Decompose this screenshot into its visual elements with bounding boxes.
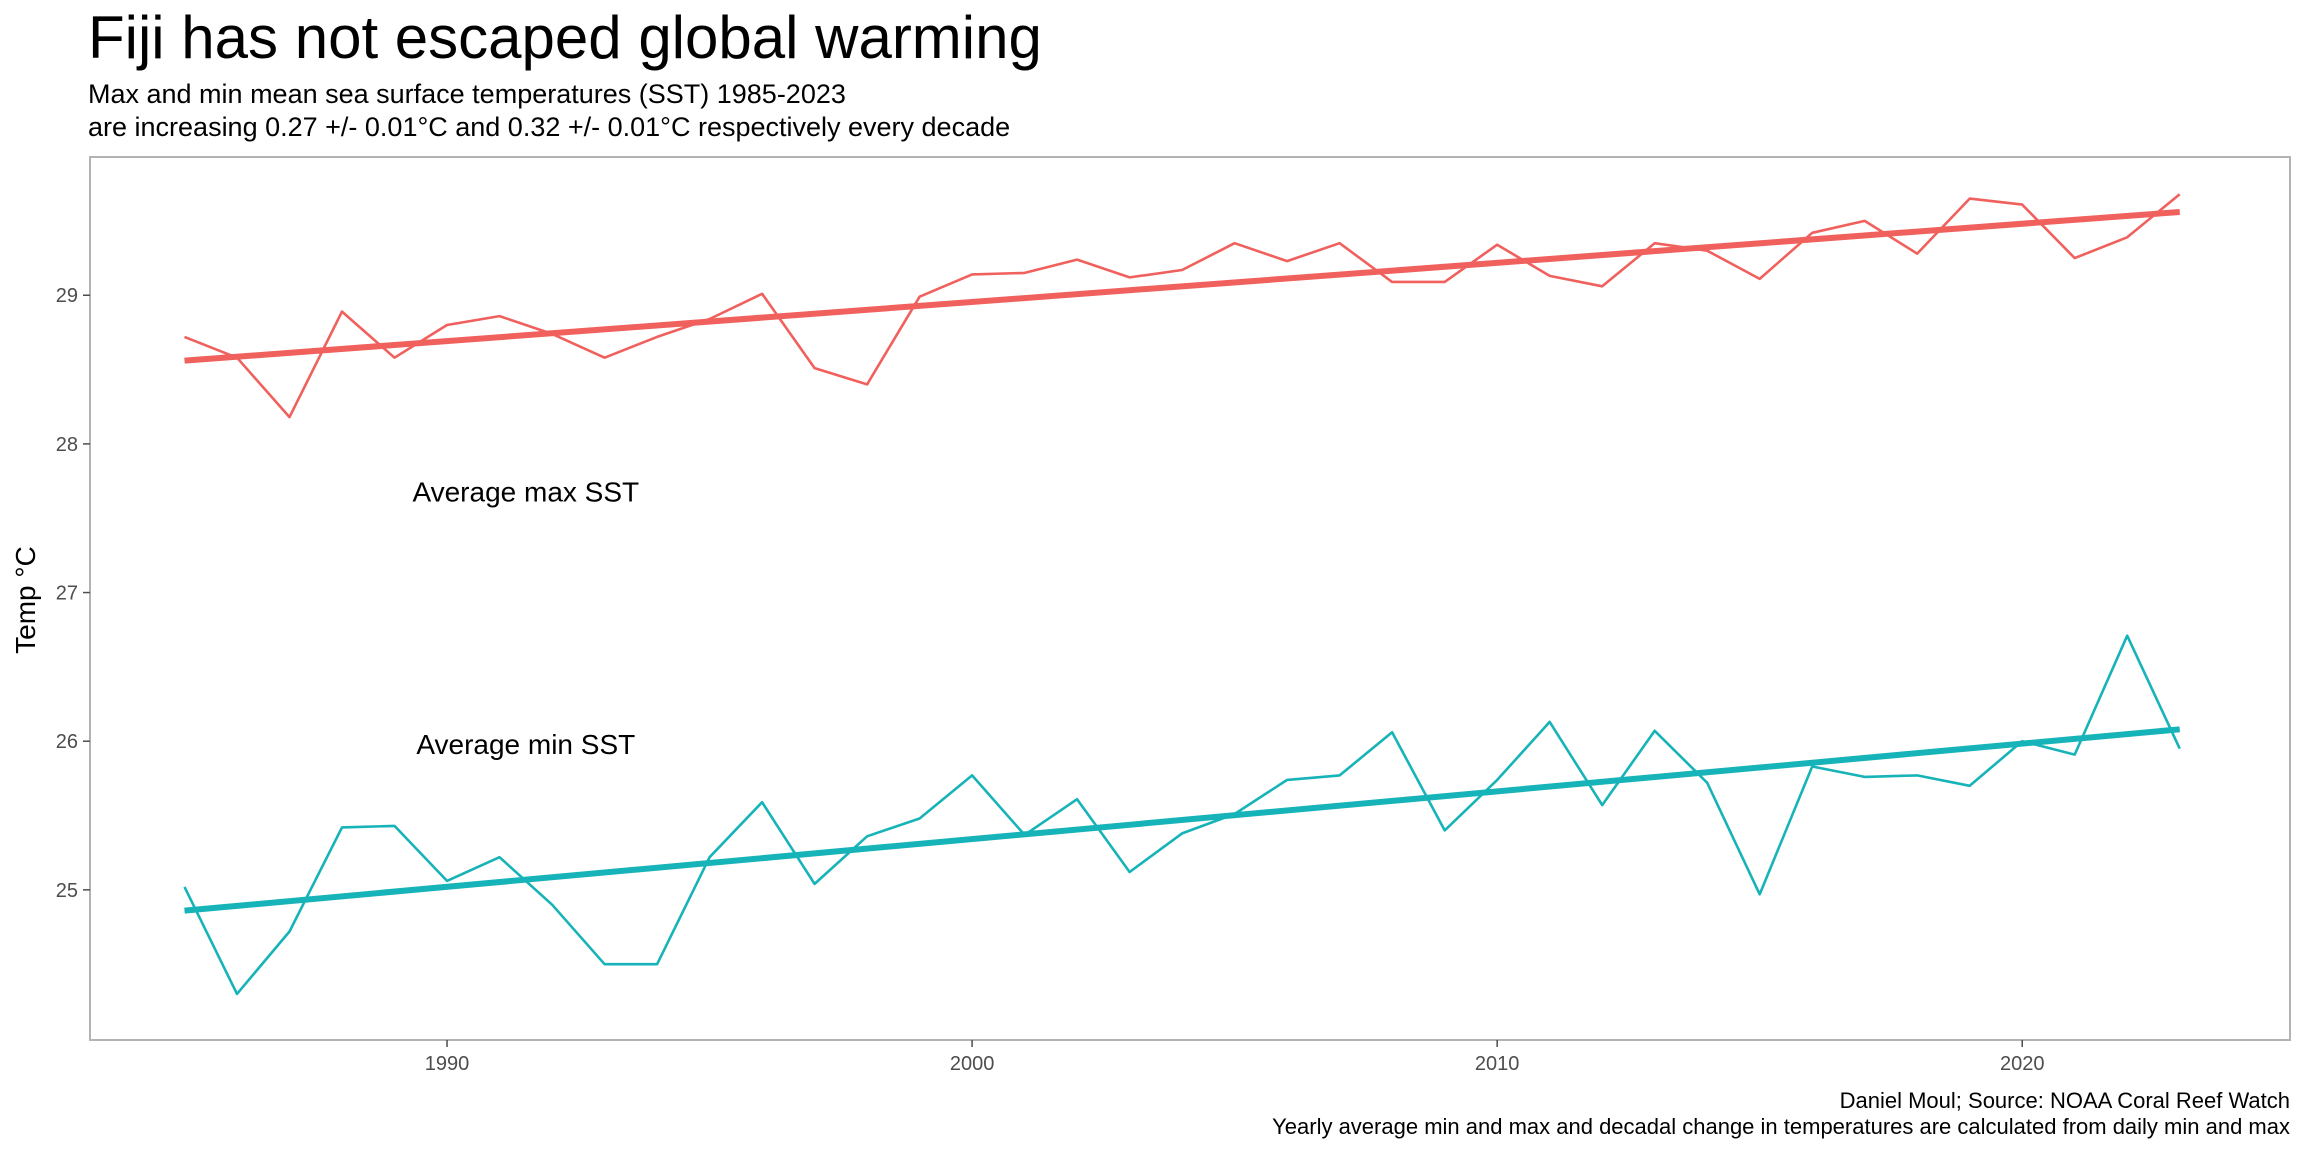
caption-line-1: Daniel Moul; Source: NOAA Coral Reef Wat… [1839,1088,2290,1113]
series-labels: Average max SST Average min SST [412,476,639,760]
y-tick-label: 28 [56,434,78,456]
series-line-max [184,193,2181,419]
x-tick-label: 1990 [425,1053,470,1075]
series-layer [183,193,2181,996]
chart-caption: Daniel Moul; Source: NOAA Coral Reef Wat… [1272,1088,2290,1140]
subtitle-line-1: Max and min mean sea surface temperature… [88,79,846,109]
trend-line-max [184,209,2180,364]
x-tick-label: 2010 [1475,1053,1520,1075]
caption-line-2: Yearly average min and max and decadal c… [1272,1114,2290,1139]
y-tick-label: 26 [56,731,78,753]
y-tick-label: 25 [56,880,78,902]
y-tick-label: 27 [56,583,78,605]
chart-title: Fiji has not escaped global warming [88,4,1042,71]
chart-subtitle: Max and min mean sea surface temperature… [88,78,1010,144]
series-line-min [183,634,2181,996]
x-tick-label: 2020 [2000,1053,2045,1075]
y-axis: 25 26 27 28 29 [56,285,90,902]
series-label-max: Average max SST [412,476,639,507]
y-tick-label: 29 [56,285,78,307]
trend-line-min [184,726,2181,914]
subtitle-line-2: are increasing 0.27 +/- 0.01°C and 0.32 … [88,112,1011,142]
series-label-min: Average min SST [416,729,635,760]
plot-panel [89,156,2291,1041]
x-axis: 1990 2000 2010 2020 [425,1040,2045,1075]
x-tick-label: 2000 [950,1053,995,1075]
